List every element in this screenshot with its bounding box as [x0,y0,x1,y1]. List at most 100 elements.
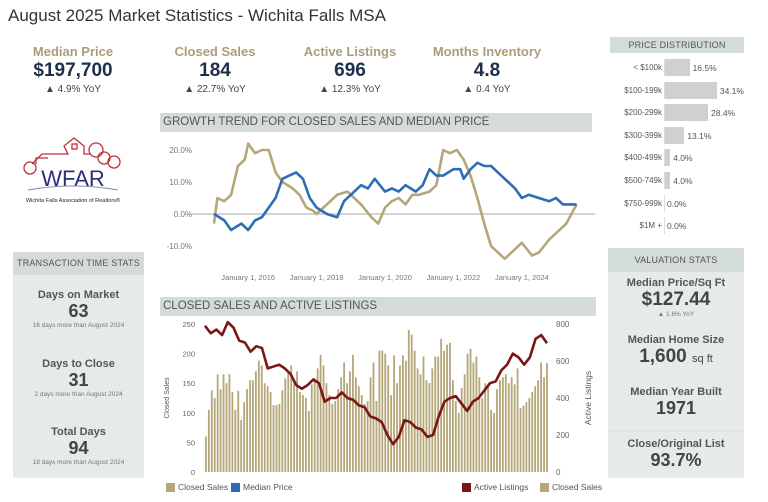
bar-closed-sales [419,374,422,472]
y2-axis-label: Active Listings [583,371,593,425]
bar-closed-sales [478,377,481,472]
legend-median-price: Median Price [231,482,293,492]
stat-days-to-close: Days to Close 31 2 days more than August 2… [13,358,144,398]
bar-closed-sales [534,386,537,472]
price-row: $1M + 0.0% [610,217,768,235]
x-tick-label: January 1, 2024 [495,273,549,282]
bar-closed-sales [493,412,495,472]
kpi-label: Months Inventory [432,44,542,59]
bar-closed-sales [393,355,395,472]
y2-tick-label: 800 [556,320,570,329]
price-row-label: $500-749k [624,176,662,185]
kpi-value: 184 [199,60,231,81]
y2-tick-label: 600 [556,357,570,366]
y-tick-label: 20.0% [169,146,192,155]
bar-closed-sales [363,403,366,472]
price-row-pct: 16.5% [692,63,717,73]
price-row-label: $750-999k [624,198,662,208]
bar-closed-sales [210,390,213,472]
bar-closed-sales [440,338,443,472]
price-row-pct: 28.4% [711,108,736,119]
bar-closed-sales [334,400,337,472]
bar-closed-sales [243,402,246,472]
bar-closed-sales [378,350,381,472]
bar-closed-sales [287,371,290,472]
stat-label: Median Year Built [630,386,722,398]
bar-closed-sales [463,374,466,472]
stat-sub: 2 days more than August 2024 [34,391,123,398]
bar-closed-sales [390,395,393,472]
kpi-value: 696 [334,60,366,81]
bar-closed-sales [263,383,266,472]
valuation-title: VALUATION STATS [608,248,744,272]
legend-closed-sales-2: Closed Sales [540,482,602,492]
stat-sub: ▲ 1.6% YoY [657,311,695,318]
y-tick-label: 200 [182,350,195,359]
bar-closed-sales [504,374,507,472]
kpi-yoy: ▲ 4.9% YoY [44,84,102,95]
stat-label: Days to Close [42,358,115,370]
bar-closed-sales [313,378,316,472]
stat-label: Median Home Size [627,334,725,346]
bar-closed-sales [396,383,398,472]
bar-closed-sales [354,377,357,472]
bar-closed-sales [446,344,448,472]
bar-closed-sales [407,329,410,472]
kpi-value: $197,700 [33,60,113,81]
line-active-listings [203,320,549,446]
bar-closed-sales [375,400,378,472]
price-distribution-title: PRICE DISTRIBUTION [610,37,744,53]
kpi-label: Median Price [32,44,114,59]
y-tick-label: 10.0% [169,178,192,187]
bar-closed-sales [257,360,260,472]
price-row-label: < $100k [633,63,662,72]
y2-tick-label: 200 [556,431,570,440]
stat-total-days: Total Days 94 18 days more than August 202… [13,426,144,466]
x-tick-label: January 1, 2022 [427,273,481,282]
kpi-label: Active Listings [303,44,397,59]
bar-closed-sales [496,389,498,472]
stat-value: 63 [68,301,89,321]
bar-closed-sales [466,353,469,472]
y2-tick-label: 0 [556,468,561,477]
bar-closed-sales [399,365,401,472]
growth-trend-chart: 20.0% 10.0% 0.0% -10.0% January 1, 2016 Janua… [167,142,595,282]
stat-close-original-list: Close/Original List 93.7% [608,431,744,471]
bar-closed-sales [481,398,484,472]
page-title: August 2025 Market Statistics - Wichita … [8,6,386,25]
bar-closed-sales [490,409,493,472]
growth-trend-title: GROWTH TREND FOR CLOSED SALES AND MEDIAN… [160,113,592,132]
stat-value: $127.44 [641,289,711,310]
bar-closed-sales [219,389,222,472]
bar-closed-sales [216,374,219,472]
bar-closed-sales [304,398,307,472]
stat-value: 1,600 [639,346,687,367]
bar-closed-sales [213,398,216,472]
bar-closed-sales [337,389,340,472]
kpi-yoy: ▲ 22.7% YoY [184,84,246,95]
bar-closed-sales [340,377,343,472]
bar-closed-sales [546,363,548,472]
stat-sub: 18 days more than August 2024 [32,459,125,466]
price-row: $500-749k 4.0% [610,172,768,189]
bar-closed-sales [316,368,319,472]
x-tick-label: January 1, 2020 [358,273,412,282]
legend-closed-sales: Closed Sales [166,482,228,492]
bar-closed-sales [522,405,525,472]
bar-closed-sales [510,377,513,472]
bar-closed-sales [281,390,284,472]
price-distribution-panel: PRICE DISTRIBUTION < $100k 16.5% $100-199k… [610,37,744,243]
stat-price-per-sqft: Median Price/Sq Ft $127.44 ▲ 1.6% YoY [608,277,744,318]
bar-closed-sales [475,356,478,472]
price-row: $300-399k 13.1% [610,126,768,144]
bar-closed-sales [269,392,272,472]
stat-median-home-size: Median Home Size 1,600 sq ft [608,334,744,368]
price-row-bar [664,172,671,189]
stat-sub: 16 days more than August 2024 [32,322,125,329]
bar-closed-sales [357,386,360,472]
bar-closed-sales [225,383,228,472]
bar-closed-sales [237,390,240,472]
bar-closed-sales [322,365,325,472]
bar-closed-sales [434,356,437,472]
price-row-label: $200-299k [624,108,662,118]
